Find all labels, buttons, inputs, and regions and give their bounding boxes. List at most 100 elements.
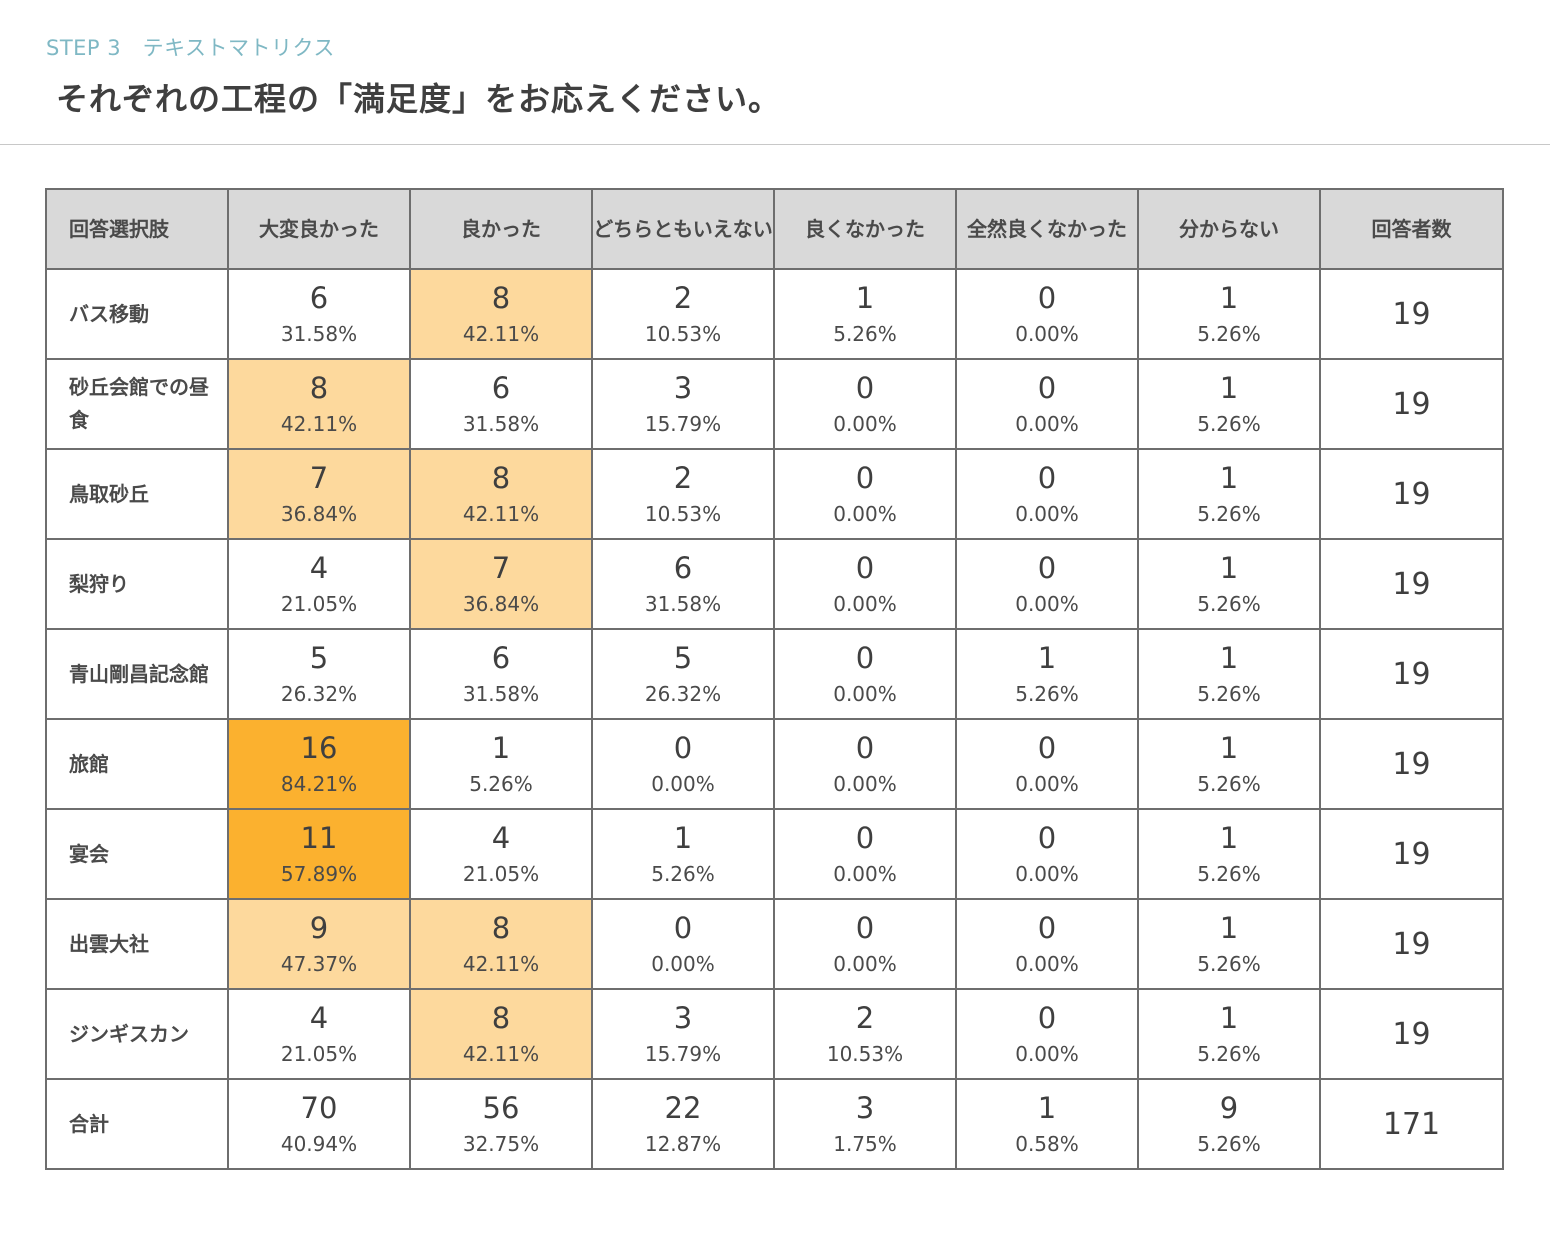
cell-count: 1 xyxy=(1219,1001,1239,1035)
header-not-good: 良くなかった xyxy=(773,188,957,270)
table-cell: 9 47.37% xyxy=(227,898,411,990)
respondent-total: 19 xyxy=(1319,538,1504,630)
table-cell: 1 5.26% xyxy=(773,268,957,360)
cell-percent: 42.11% xyxy=(462,952,540,976)
table-cell: 8 42.11% xyxy=(227,358,411,450)
cell-percent: 0.00% xyxy=(833,682,897,706)
table-cell: 7 36.84% xyxy=(227,448,411,540)
results-matrix-table: 回答選択肢 大変良かった 良かった どちらともいえない 良くなかった 全然良くな… xyxy=(45,188,1504,1170)
cell-percent: 21.05% xyxy=(280,1042,358,1066)
cell-count: 4 xyxy=(309,1001,329,1035)
cell-percent: 15.79% xyxy=(644,412,722,436)
header-choice: 回答選択肢 xyxy=(45,188,229,270)
table-cell: 6 31.58% xyxy=(409,358,593,450)
cell-percent: 5.26% xyxy=(469,772,533,796)
cell-count: 1 xyxy=(1219,551,1239,585)
table-row: 旅館 16 84.21% 1 5.26% 0 0.00% 0 0.00% 0 0.00% 1 5.26%… xyxy=(45,718,1504,810)
table-row: 合計 70 40.94% 56 32.75% 22 12.87% 3 1.75% 1 0.58% 9 5… xyxy=(45,1078,1504,1170)
cell-percent: 0.00% xyxy=(1015,322,1079,346)
table-cell: 6 31.58% xyxy=(409,628,593,720)
header-divider xyxy=(0,144,1550,145)
respondent-total: 171 xyxy=(1319,1078,1504,1170)
table-cell: 1 5.26% xyxy=(955,628,1139,720)
table-cell: 8 42.11% xyxy=(409,898,593,990)
table-cell: 22 12.87% xyxy=(591,1078,775,1170)
cell-percent: 31.58% xyxy=(280,322,358,346)
row-label: 宴会 xyxy=(45,808,229,900)
table-cell: 1 5.26% xyxy=(1137,628,1321,720)
cell-count: 0 xyxy=(855,461,875,495)
table-cell: 0 0.00% xyxy=(591,718,775,810)
cell-count: 8 xyxy=(309,371,329,405)
table-cell: 1 5.26% xyxy=(1137,718,1321,810)
respondent-total: 19 xyxy=(1319,898,1504,990)
respondent-total: 19 xyxy=(1319,268,1504,360)
cell-percent: 10.53% xyxy=(644,322,722,346)
cell-percent: 5.26% xyxy=(1197,682,1261,706)
row-label: 砂丘会館での昼食 xyxy=(45,358,229,450)
table-cell: 8 42.11% xyxy=(409,268,593,360)
table-cell: 0 0.00% xyxy=(955,718,1139,810)
table-cell: 6 31.58% xyxy=(227,268,411,360)
cell-count: 56 xyxy=(482,1091,520,1125)
table-cell: 0 0.00% xyxy=(955,538,1139,630)
table-row: 出雲大社 9 47.37% 8 42.11% 0 0.00% 0 0.00% 0 0.00% 1 5.2… xyxy=(45,898,1504,990)
table-cell: 16 84.21% xyxy=(227,718,411,810)
table-cell: 8 42.11% xyxy=(409,988,593,1080)
cell-percent: 32.75% xyxy=(462,1132,540,1156)
cell-count: 0 xyxy=(855,731,875,765)
row-label: 出雲大社 xyxy=(45,898,229,990)
table-cell: 5 26.32% xyxy=(227,628,411,720)
row-label: バス移動 xyxy=(45,268,229,360)
cell-count: 3 xyxy=(673,371,693,405)
cell-percent: 57.89% xyxy=(280,862,358,886)
row-label: 梨狩り xyxy=(45,538,229,630)
row-label: 青山剛昌記念館 xyxy=(45,628,229,720)
cell-percent: 31.58% xyxy=(644,592,722,616)
cell-count: 1 xyxy=(855,281,875,315)
table-cell: 0 0.00% xyxy=(955,268,1139,360)
cell-count: 1 xyxy=(1037,1091,1057,1125)
cell-percent: 5.26% xyxy=(1197,862,1261,886)
table-cell: 70 40.94% xyxy=(227,1078,411,1170)
cell-percent: 42.11% xyxy=(462,502,540,526)
cell-count: 0 xyxy=(1037,1001,1057,1035)
cell-count: 0 xyxy=(673,911,693,945)
cell-count: 0 xyxy=(1037,731,1057,765)
cell-percent: 26.32% xyxy=(280,682,358,706)
cell-percent: 5.26% xyxy=(833,322,897,346)
table-cell: 0 0.00% xyxy=(955,898,1139,990)
table-cell: 56 32.75% xyxy=(409,1078,593,1170)
table-cell: 0 0.00% xyxy=(773,628,957,720)
header-dont-know: 分からない xyxy=(1137,188,1321,270)
table-cell: 1 5.26% xyxy=(591,808,775,900)
table-cell: 0 0.00% xyxy=(955,988,1139,1080)
table-cell: 0 0.00% xyxy=(773,898,957,990)
row-label: 旅館 xyxy=(45,718,229,810)
row-label: 合計 xyxy=(45,1078,229,1170)
respondent-total: 19 xyxy=(1319,448,1504,540)
question-title: それぞれの工程の「満足度」をお応えください。 xyxy=(56,80,782,118)
cell-count: 6 xyxy=(309,281,329,315)
respondent-total: 19 xyxy=(1319,358,1504,450)
cell-percent: 0.00% xyxy=(651,772,715,796)
table-cell: 2 10.53% xyxy=(591,268,775,360)
cell-count: 0 xyxy=(1037,551,1057,585)
cell-count: 1 xyxy=(491,731,511,765)
cell-percent: 36.84% xyxy=(462,592,540,616)
table-cell: 1 5.26% xyxy=(1137,448,1321,540)
cell-count: 6 xyxy=(673,551,693,585)
cell-count: 4 xyxy=(309,551,329,585)
cell-percent: 5.26% xyxy=(1197,1132,1261,1156)
cell-percent: 0.00% xyxy=(833,592,897,616)
cell-percent: 0.58% xyxy=(1015,1132,1079,1156)
table-cell: 0 0.00% xyxy=(773,448,957,540)
cell-percent: 5.26% xyxy=(651,862,715,886)
table-cell: 4 21.05% xyxy=(409,808,593,900)
cell-percent: 5.26% xyxy=(1015,682,1079,706)
cell-percent: 0.00% xyxy=(1015,1042,1079,1066)
table-cell: 4 21.05% xyxy=(227,538,411,630)
row-label: ジンギスカン xyxy=(45,988,229,1080)
cell-percent: 31.58% xyxy=(462,682,540,706)
respondent-total: 19 xyxy=(1319,718,1504,810)
